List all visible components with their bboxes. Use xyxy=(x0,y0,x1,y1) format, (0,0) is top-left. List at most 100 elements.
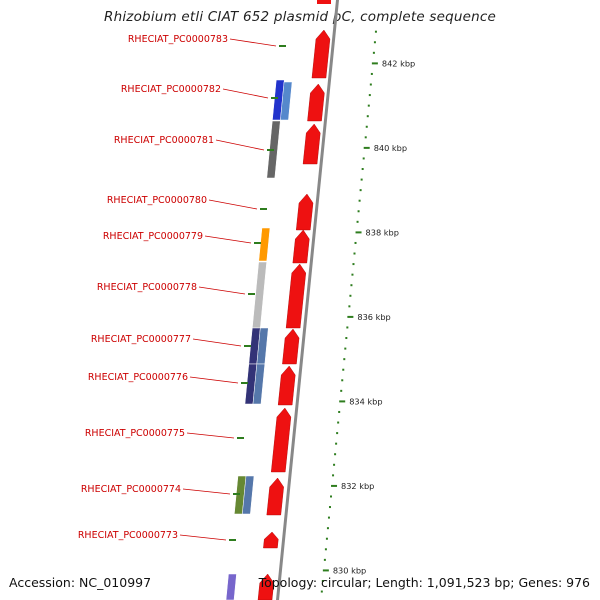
label-leader-line xyxy=(179,534,227,541)
label-leader-line xyxy=(189,376,239,384)
label-leader-line xyxy=(204,235,252,244)
scale-tick-minor xyxy=(350,284,353,287)
scale-tick-minor xyxy=(372,51,375,54)
gene-label-rheciat-pc0000780: RHECIAT_PC0000780 xyxy=(107,195,207,206)
scale-tick-minor xyxy=(326,527,329,530)
scale-tick-minor xyxy=(361,168,364,171)
scale-tick-major xyxy=(347,315,354,318)
cog-bar-3 xyxy=(258,227,271,262)
scale-tick-minor xyxy=(373,41,376,44)
scale-tick-minor xyxy=(349,294,352,297)
scale-tick-major xyxy=(371,62,378,65)
label-leader-line xyxy=(192,338,242,347)
scale-tick-minor xyxy=(337,421,340,424)
backbone-strand xyxy=(276,0,339,600)
cog-bar-10 xyxy=(242,475,255,515)
scale-tick-minor xyxy=(352,263,355,266)
scale-tick-minor xyxy=(333,463,336,466)
gene-marker xyxy=(248,293,255,295)
scale-tick-minor xyxy=(345,337,348,340)
gene-arrow-10 xyxy=(266,477,284,516)
scale-tick-minor xyxy=(351,273,354,276)
scale-tick-minor xyxy=(332,474,335,477)
gene-marker xyxy=(244,345,251,347)
scale-tick-minor xyxy=(336,432,339,435)
label-leader-line xyxy=(229,38,277,47)
label-leader-line xyxy=(208,199,258,210)
gene-arrow-1 xyxy=(311,29,331,79)
scale-tick-minor xyxy=(335,442,338,445)
scale-tick-minor xyxy=(343,358,346,361)
gene-arrow-9 xyxy=(271,407,292,473)
gene-arrow-6 xyxy=(285,263,306,329)
cog-bar-11 xyxy=(225,573,237,600)
label-leader-line xyxy=(182,488,231,495)
gene-arrow-7 xyxy=(282,328,300,365)
gene-label-rheciat-pc0000781: RHECIAT_PC0000781 xyxy=(114,135,214,146)
scale-tick-minor xyxy=(368,94,371,97)
gene-label-rheciat-pc0000776: RHECIAT_PC0000776 xyxy=(88,372,188,383)
map-title: Rhizobium etli CIAT 652 plasmid pC, comp… xyxy=(104,9,496,25)
scale-tick-minor xyxy=(320,590,323,593)
gene-label-rheciat-pc0000778: RHECIAT_PC0000778 xyxy=(97,282,197,293)
topology-summary: Topology: circular; Length: 1,091,523 bp… xyxy=(258,575,590,590)
scale-tick-minor xyxy=(325,537,328,540)
label-leader-line xyxy=(198,286,246,295)
scale-tick-minor xyxy=(338,410,341,413)
gene-label-rheciat-pc0000777: RHECIAT_PC0000777 xyxy=(91,334,191,345)
cog-bar-1 xyxy=(280,81,293,121)
gene-arrow-11 xyxy=(263,531,279,549)
scale-tick-minor xyxy=(321,579,324,582)
scale-tick-minor xyxy=(358,199,361,202)
scale-tick-minor xyxy=(342,368,345,371)
gene-marker xyxy=(229,539,236,541)
scale-tick-minor xyxy=(334,453,337,456)
scale-tick-major xyxy=(339,400,346,403)
gene-arrow-3 xyxy=(302,123,321,165)
gene-marker xyxy=(241,382,248,384)
gene-marker xyxy=(271,97,278,99)
gene-arrow-5 xyxy=(292,229,310,264)
gene-marker xyxy=(254,242,261,244)
gene-arrow-12 xyxy=(257,573,274,600)
gene-label-rheciat-pc0000783: RHECIAT_PC0000783 xyxy=(128,34,228,45)
gene-arrow-4 xyxy=(296,193,314,231)
scale-label: 830 kbp xyxy=(333,565,366,575)
scale-tick-minor xyxy=(367,104,370,107)
accession-text: Accession: NC_010997 xyxy=(9,575,152,590)
scale-tick-minor xyxy=(364,136,367,139)
scale-tick-minor xyxy=(356,220,359,223)
scale-tick-minor xyxy=(348,305,351,308)
gene-label-rheciat-pc0000779: RHECIAT_PC0000779 xyxy=(103,231,203,242)
scale-tick-minor xyxy=(324,548,327,551)
scale-label: 842 kbp xyxy=(382,58,415,68)
cog-bar-8 xyxy=(252,363,266,405)
scale-tick-minor xyxy=(365,125,368,128)
scale-tick-minor xyxy=(340,389,343,392)
label-leader-line xyxy=(186,432,235,439)
scale-tick-minor xyxy=(344,347,347,350)
scale-tick-minor xyxy=(330,495,333,498)
scale-tick-minor xyxy=(366,115,369,118)
gene-label-rheciat-pc0000782: RHECIAT_PC0000782 xyxy=(121,84,221,95)
gene-marker xyxy=(237,437,244,439)
scale-tick-minor xyxy=(370,72,373,75)
scale-label: 836 kbp xyxy=(357,312,390,322)
gene-marker xyxy=(260,208,267,210)
scale-label: 840 kbp xyxy=(374,143,407,153)
scale-label: 832 kbp xyxy=(341,481,374,491)
scale-label: 834 kbp xyxy=(349,396,382,406)
gene-arrow-8 xyxy=(277,365,296,406)
scale-tick-minor xyxy=(346,326,349,329)
scale-tick-minor xyxy=(360,178,363,181)
scale-tick-minor xyxy=(359,189,362,192)
gene-arrow-0 xyxy=(317,0,331,4)
gene-label-rheciat-pc0000775: RHECIAT_PC0000775 xyxy=(85,428,185,439)
label-leader-line xyxy=(215,139,265,151)
scale-tick-major xyxy=(331,484,338,487)
scale-tick-minor xyxy=(341,379,344,382)
scale-tick-minor xyxy=(369,83,372,86)
gene-label-rheciat-pc0000773: RHECIAT_PC0000773 xyxy=(78,530,178,541)
scale-label: 838 kbp xyxy=(366,227,399,237)
